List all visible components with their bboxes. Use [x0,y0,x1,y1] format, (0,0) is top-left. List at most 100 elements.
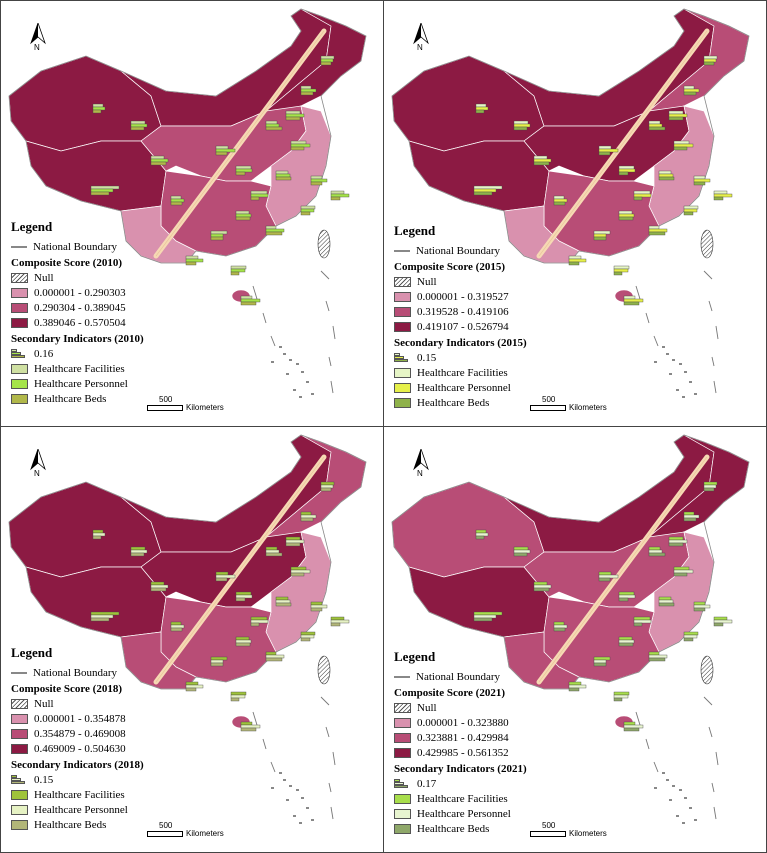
indicator-bar-glyph [235,636,252,647]
map-panel-2015: N Legend National Boundary Composite Score … [384,1,766,426]
indicator-bar-glyph [235,165,253,176]
indicator-bar-glyph [703,481,718,492]
legend-indicator-row: Healthcare Beds [11,391,211,406]
indicator-bar-glyph [673,566,694,577]
range-label: 0.000001 - 0.290303 [34,286,126,299]
south-china-sea-islands [654,346,697,398]
range-label: 0.354879 - 0.469008 [34,727,126,740]
region-tibet [25,566,167,638]
map-legend: Legend National Boundary Composite Score (… [11,219,211,406]
indicator-bar-glyph [210,656,228,667]
map-panel-2018: N Legend National Boundary Composite Score … [1,427,383,852]
secondary-value-label: 0.17 [417,777,437,790]
range-swatch [11,317,28,328]
region-west [391,55,545,152]
boundary-line-swatch [11,671,27,674]
indicator-bar-glyph [330,616,350,627]
legend-null-row: Null [394,700,594,715]
north-arrow-icon [29,21,47,51]
legend-indicator-row: Healthcare Facilities [394,365,594,380]
national-boundary [8,8,367,264]
china-map [391,8,750,398]
null-label: Null [34,697,54,710]
indicator-bar-glyph [92,103,106,114]
legend-indicator-row: Healthcare Beds [394,821,594,836]
indicator-bar-glyph [683,511,700,522]
indicator-bar-glyph [673,140,694,151]
indicator-bar-glyph [90,611,120,622]
legend-range-row: 0.000001 - 0.319527 [394,289,594,304]
indicator-bar-glyph [593,656,611,667]
secondary-indicators-title: Secondary Indicators (2015) [394,336,527,349]
range-swatch [11,713,28,724]
indicator-bar-glyph [683,631,699,642]
indicator-swatch [394,397,411,408]
legend-indicator-row: Healthcare Beds [11,817,211,832]
boundary-label: National Boundary [416,670,501,683]
legend-indicator-row: Healthcare Personnel [11,802,211,817]
legend-boundary-row: National Boundary [394,669,594,684]
north-arrow-icon [29,447,47,477]
legend-range-row: 0.389046 - 0.570504 [11,315,211,330]
taiwan-null-region [700,655,714,685]
indicator-label: Healthcare Beds [34,818,107,831]
legend-scale-row: 0.15 [11,772,211,787]
indicator-bar-glyph [623,721,644,732]
indicator-bar-glyph [553,621,568,632]
composite-score-title: Composite Score (2018) [11,682,122,695]
indicator-bar-glyph [713,190,733,201]
indicator-bar-glyph [703,55,718,66]
boundary-label: National Boundary [416,244,501,257]
indicator-bar-glyph [683,85,700,96]
scale-unit: Kilometers [186,829,224,838]
indicator-label: Healthcare Beds [417,396,490,409]
indicator-label: Healthcare Beds [417,822,490,835]
legend-range-row: 0.000001 - 0.290303 [11,285,211,300]
legend-title: Legend [394,649,436,664]
range-label: 0.000001 - 0.354878 [34,712,126,725]
scale-number: 500 [542,395,556,404]
indicator-bar-glyph [713,616,733,627]
indicator-bar-glyph [215,145,236,156]
boundary-line-swatch [394,675,410,678]
indicator-bar-glyph [235,591,253,602]
china-map [8,8,367,398]
indicator-bar-glyph [285,536,305,547]
indicator-bar-glyph [618,210,635,221]
legend-scale-row: 0.16 [11,346,211,361]
indicator-label: Healthcare Personnel [417,807,511,820]
legend-null-row: Null [11,270,211,285]
indicator-bar-glyph [300,511,317,522]
indicator-bar-glyph [92,529,106,540]
indicator-swatch [11,804,28,815]
legend-range-row: 0.000001 - 0.354878 [11,711,211,726]
range-swatch [11,302,28,313]
indicator-bar-glyph [150,155,169,166]
scale-number: 500 [542,821,556,830]
indicator-swatch [11,819,28,830]
scale-number: 500 [159,821,173,830]
indicator-bar-glyph [265,225,285,236]
range-swatch [11,743,28,754]
region-tibet [408,566,550,638]
bar-scale-icon [394,778,411,789]
panel-divider-horizontal [0,426,767,427]
indicator-bar-glyph [633,190,652,201]
indicator-label: Healthcare Personnel [34,803,128,816]
indicator-swatch [394,367,411,378]
indicator-bar-glyph [240,295,261,306]
null-hatch-swatch [394,702,411,713]
indicator-bar-glyph [668,536,688,547]
scale-unit: Kilometers [186,403,224,412]
composite-score-title: Composite Score (2010) [11,256,122,269]
region-west [391,481,545,578]
indicator-bar-glyph [683,205,699,216]
north-label: N [34,469,40,478]
indicator-bar-glyph [658,596,675,607]
region-tibet [25,140,167,212]
hu-line-edge [538,456,708,683]
indicator-bar-glyph [300,85,317,96]
legend-scale-row: 0.17 [394,776,594,791]
null-hatch-swatch [394,276,411,287]
indicator-bar-glyph [240,721,261,732]
